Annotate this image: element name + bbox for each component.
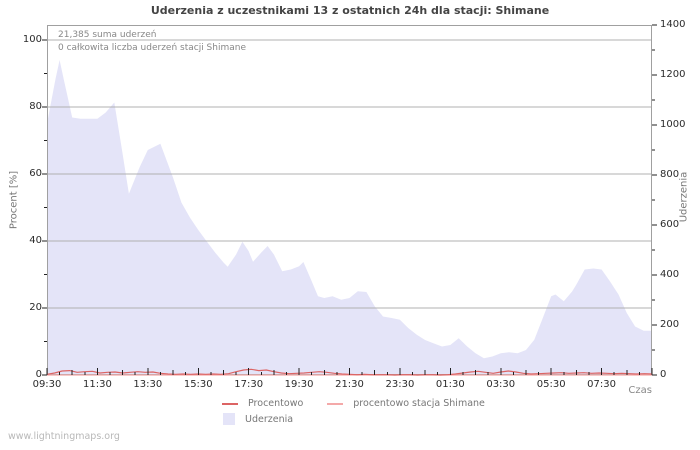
y-left-tick-label: 40 (29, 235, 42, 247)
x-axis-title: Czas (628, 385, 652, 396)
x-tick-label: 13:30 (133, 379, 163, 390)
legend-label-procentowo: Procentowo (248, 398, 304, 409)
x-tick-label: 09:30 (32, 379, 62, 390)
y-left-tick-label: 0 (35, 369, 42, 380)
x-tick-label: 03:30 (486, 379, 516, 390)
legend-label-station: procentowo stacja Shimane (353, 398, 485, 409)
legend-item-uderzenia: Uderzenia (222, 413, 293, 425)
station-line-swatch (327, 402, 344, 405)
x-tick-label: 01:30 (435, 379, 465, 390)
legend-row-area: Uderzenia (222, 413, 317, 425)
chart-title: Uderzenia z uczestnikami 13 z ostatnich … (150, 4, 550, 17)
y-right-tick-label: 1400 (660, 19, 686, 30)
annotation-total-strikes: 21,385 suma uderzeń (58, 30, 157, 40)
legend-row-lines: Procentowo procentowo stacja Shimane (222, 398, 509, 409)
y-right-tick-label: 0 (660, 369, 667, 380)
legend-item-procentowo: Procentowo (222, 398, 303, 409)
annotation-station-strikes: 0 całkowita liczba uderzeń stacji Shiman… (58, 43, 246, 53)
y-left-tick-label: 60 (29, 168, 42, 180)
x-tick-label: 05:30 (536, 379, 566, 390)
x-tick-label: 19:30 (284, 379, 314, 390)
legend-item-station: procentowo stacja Shimane (327, 398, 485, 409)
procentowo-line-swatch (222, 402, 238, 405)
y-left-tick-label: 80 (29, 101, 42, 113)
x-tick-label: 11:30 (82, 379, 112, 390)
left-axis-title: Procent [%] (8, 170, 20, 230)
y-right-tick-label: 800 (660, 169, 680, 180)
y-left-tick-label: 20 (29, 302, 42, 313)
y-right-tick-label: 600 (660, 219, 680, 230)
x-tick-label: 15:30 (183, 379, 213, 390)
x-tick-label: 17:30 (234, 379, 264, 390)
uderzenia-area-swatch (223, 413, 235, 425)
y-right-tick-label: 400 (660, 269, 680, 280)
x-tick-label: 07:30 (587, 379, 616, 390)
y-left-tick-label: 100 (22, 34, 42, 46)
chart-plot-area (42, 24, 657, 376)
y-right-tick-label: 1000 (660, 119, 686, 130)
y-right-tick-label: 1200 (660, 69, 686, 80)
legend-label-uderzenia: Uderzenia (245, 413, 294, 425)
right-axis-title: Uderzenia (678, 171, 690, 223)
x-tick-label: 23:30 (385, 379, 415, 390)
watermark: www.lightningmaps.org (8, 431, 120, 442)
x-tick-label: 21:30 (335, 379, 364, 390)
y-right-tick-label: 200 (660, 319, 680, 330)
